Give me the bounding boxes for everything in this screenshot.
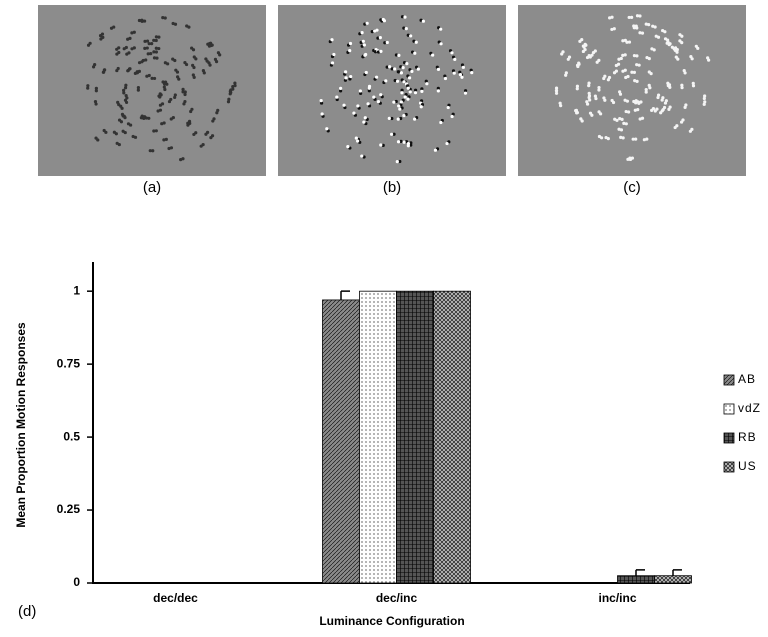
stimulus-image bbox=[278, 5, 506, 176]
legend-label: RB bbox=[738, 430, 757, 444]
y-tick-label: 0.25 bbox=[57, 502, 81, 516]
y-tick-label: 0.5 bbox=[63, 429, 80, 443]
y-tick-label: 1 bbox=[73, 283, 80, 297]
x-tick-label: dec/inc bbox=[376, 591, 418, 605]
legend-label: US bbox=[738, 459, 757, 473]
x-tick-label: dec/dec bbox=[153, 591, 198, 605]
bar bbox=[397, 291, 434, 583]
panel-label: (b) bbox=[383, 179, 401, 196]
legend-swatch bbox=[724, 462, 734, 472]
bar bbox=[618, 576, 655, 583]
legend-swatch bbox=[724, 375, 734, 385]
panel-label: (d) bbox=[18, 603, 36, 620]
y-tick-label: 0 bbox=[73, 575, 80, 589]
panel-label: (a) bbox=[143, 179, 161, 196]
error-bar bbox=[636, 570, 645, 576]
bar bbox=[434, 291, 471, 583]
legend-label: AB bbox=[738, 372, 756, 386]
error-bar bbox=[341, 291, 350, 300]
figure: (d) Luminance Configuration Mean Proport… bbox=[0, 0, 768, 632]
legend-label: vdZ bbox=[738, 401, 761, 415]
bar bbox=[360, 291, 397, 583]
x-axis-title: Luminance Configuration bbox=[319, 614, 464, 628]
bar bbox=[655, 576, 692, 583]
legend-swatch bbox=[724, 404, 734, 414]
error-bar bbox=[673, 570, 682, 576]
y-tick-label: 0.75 bbox=[57, 356, 81, 370]
panel-label: (c) bbox=[623, 179, 641, 196]
y-axis-title: Mean Proportion Motion Responses bbox=[14, 322, 28, 528]
bar bbox=[323, 300, 360, 583]
stimulus-image bbox=[518, 5, 746, 176]
x-tick-label: inc/inc bbox=[598, 591, 636, 605]
legend-swatch bbox=[724, 433, 734, 443]
